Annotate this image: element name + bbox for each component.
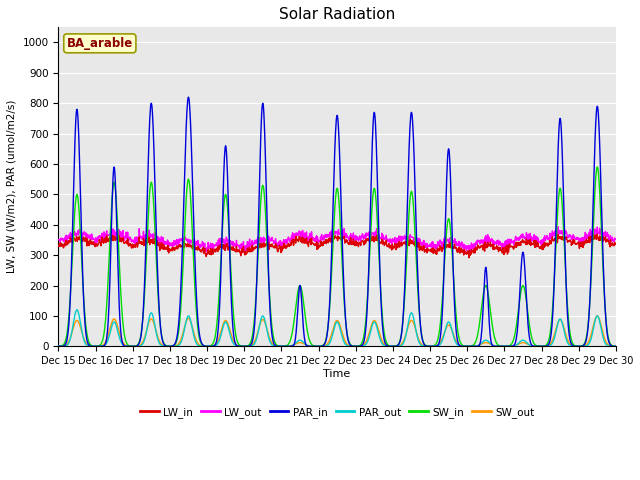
LW_in (612, 241, 620, 247)
SW_in (241, 343, 248, 349)
PAR_in (612, 343, 620, 349)
PAR_in (424, 343, 431, 349)
LW_out (546, 230, 554, 236)
LW_in (54, 243, 62, 249)
PAR_out (546, 343, 554, 348)
PAR_in (54, 343, 62, 349)
SW_out (612, 343, 620, 349)
SW_in (612, 343, 620, 349)
LW_out (424, 243, 431, 249)
SW_in (54, 343, 62, 349)
PAR_in (241, 343, 249, 349)
LW_in (179, 243, 186, 249)
SW_out (424, 343, 431, 349)
Line: SW_out: SW_out (58, 316, 616, 346)
Line: SW_in: SW_in (58, 167, 616, 346)
SW_out (593, 313, 601, 319)
SW_in (593, 164, 601, 170)
SW_in (496, 343, 504, 349)
LW_out (54, 237, 62, 242)
SW_out (545, 342, 553, 348)
PAR_out (241, 343, 249, 349)
LW_in (165, 250, 173, 256)
Line: PAR_out: PAR_out (58, 310, 616, 346)
LW_in (465, 255, 473, 261)
Y-axis label: LW, SW (W/m2), PAR (umol/m2/s): LW, SW (W/m2), PAR (umol/m2/s) (7, 100, 17, 274)
PAR_out (165, 343, 173, 349)
SW_out (496, 343, 504, 349)
PAR_in (165, 343, 173, 349)
SW_in (165, 343, 173, 349)
X-axis label: Time: Time (323, 369, 351, 379)
SW_in (424, 343, 431, 349)
LW_in (554, 231, 562, 237)
LW_out (179, 236, 186, 241)
PAR_out (497, 343, 504, 349)
Line: LW_in: LW_in (58, 234, 616, 258)
LW_out (612, 236, 620, 242)
SW_out (241, 343, 248, 349)
LW_in (497, 247, 504, 253)
PAR_out (73, 307, 81, 312)
LW_out (241, 248, 249, 254)
PAR_in (184, 94, 192, 100)
PAR_out (612, 343, 620, 349)
Line: PAR_in: PAR_in (58, 97, 616, 346)
SW_in (179, 280, 186, 286)
PAR_out (54, 343, 62, 349)
LW_in (546, 238, 554, 243)
PAR_in (179, 249, 186, 254)
Text: BA_arable: BA_arable (67, 37, 133, 50)
LW_out (165, 243, 173, 249)
PAR_in (546, 339, 554, 345)
LW_in (241, 251, 248, 257)
LW_out (202, 249, 210, 254)
PAR_out (179, 335, 186, 340)
Line: LW_out: LW_out (58, 227, 616, 252)
PAR_in (497, 343, 504, 349)
PAR_out (424, 343, 431, 349)
SW_out (179, 333, 186, 338)
SW_out (165, 343, 173, 349)
SW_out (54, 343, 62, 349)
LW_out (554, 224, 562, 230)
Title: Solar Radiation: Solar Radiation (279, 7, 396, 22)
Legend: LW_in, LW_out, PAR_in, PAR_out, SW_in, SW_out: LW_in, LW_out, PAR_in, PAR_out, SW_in, S… (136, 403, 538, 422)
SW_in (545, 335, 553, 341)
LW_out (497, 242, 504, 248)
LW_in (424, 245, 431, 251)
